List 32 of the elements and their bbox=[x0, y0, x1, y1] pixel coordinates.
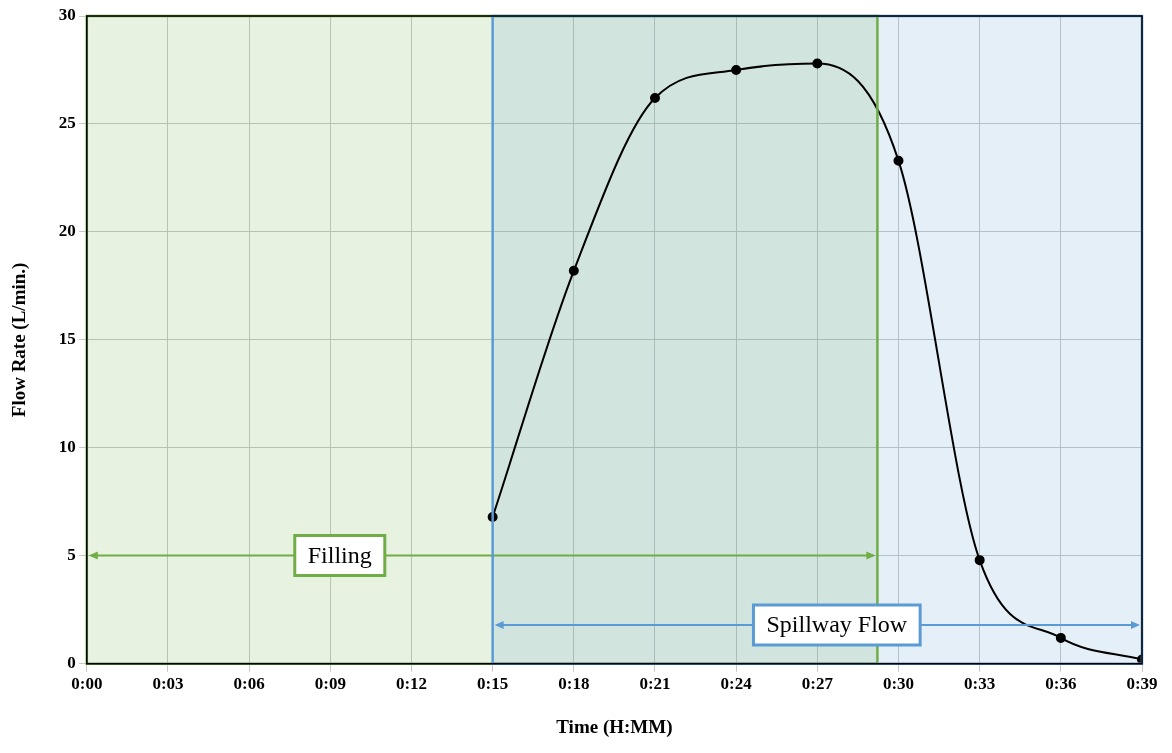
band-label: Filling bbox=[307, 541, 372, 568]
y-axis-title: Flow Rate (L/min.) bbox=[8, 262, 31, 418]
y-tick-label: 25 bbox=[58, 113, 76, 133]
y-tick-label: 20 bbox=[58, 221, 76, 241]
x-tick-label: 0:33 bbox=[964, 674, 996, 694]
y-tick-label: 0 bbox=[67, 653, 76, 673]
point bbox=[974, 555, 985, 566]
y-tick-label: 10 bbox=[58, 437, 76, 457]
point bbox=[649, 93, 660, 104]
y-tick-label: 5 bbox=[67, 545, 76, 565]
x-tick-label: 0:30 bbox=[882, 674, 915, 694]
x-tick-label: 0:36 bbox=[1045, 674, 1077, 694]
x-tick-label: 0:15 bbox=[477, 674, 509, 694]
x-tick-label: 0:09 bbox=[314, 674, 346, 694]
x-tick-label: 0:18 bbox=[558, 674, 590, 694]
x-tick-label: 0:21 bbox=[639, 674, 671, 694]
x-tick-label: 0:27 bbox=[801, 674, 834, 694]
y-tick-label: 30 bbox=[58, 5, 76, 25]
point bbox=[1055, 632, 1066, 643]
x-tick-label: 0:03 bbox=[152, 674, 184, 694]
x-tick-label: 0:12 bbox=[395, 674, 428, 694]
x-tick-label: 0:39 bbox=[1126, 674, 1158, 694]
band-label: Spillway Flow bbox=[766, 611, 908, 638]
x-tick-label: 0:06 bbox=[233, 674, 265, 694]
x-axis-title: Time (H:MM) bbox=[556, 715, 673, 738]
point bbox=[568, 265, 579, 276]
point bbox=[731, 64, 742, 75]
x-tick-label: 0:24 bbox=[720, 674, 753, 694]
point bbox=[893, 155, 904, 166]
y-tick-label: 15 bbox=[58, 329, 76, 349]
x-tick-label: 0:00 bbox=[71, 674, 103, 694]
point bbox=[812, 58, 823, 69]
